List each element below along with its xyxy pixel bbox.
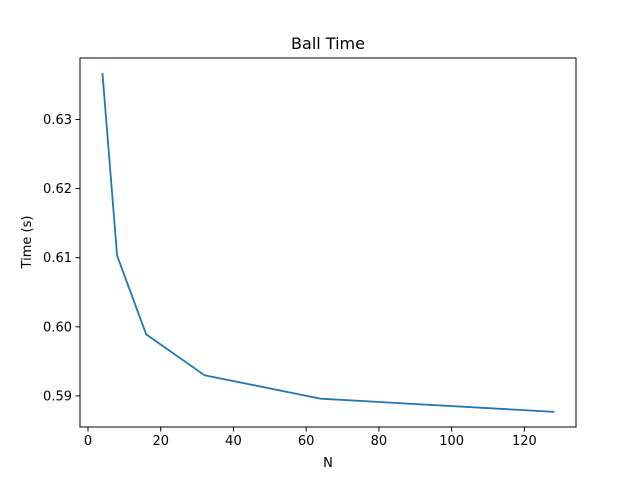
x-tick-label: 100 (439, 434, 464, 449)
x-axis-label: N (323, 456, 333, 471)
y-tick-label: 0.60 (43, 320, 72, 335)
x-tick-label: 80 (371, 434, 388, 449)
y-tick-label: 0.61 (43, 251, 72, 266)
plot-area: 0 20 40 60 80 100 120 0.59 0.60 0.61 0.62 0.63 (43, 57, 577, 449)
y-tick-label: 0.59 (43, 389, 72, 404)
x-tick-label: 40 (225, 434, 242, 449)
y-tick-label: 0.62 (43, 182, 72, 197)
y-axis-label: Time (s) (20, 216, 35, 270)
x-tick-label: 120 (512, 434, 537, 449)
x-tick-label: 60 (298, 434, 315, 449)
axes-frame (79, 57, 577, 428)
y-tick-label: 0.63 (43, 113, 72, 128)
chart-title: Ball Time (291, 34, 365, 53)
series-line-0 (101, 72, 555, 413)
x-tick-label: 20 (152, 434, 169, 449)
x-tick-label: 0 (84, 434, 92, 449)
